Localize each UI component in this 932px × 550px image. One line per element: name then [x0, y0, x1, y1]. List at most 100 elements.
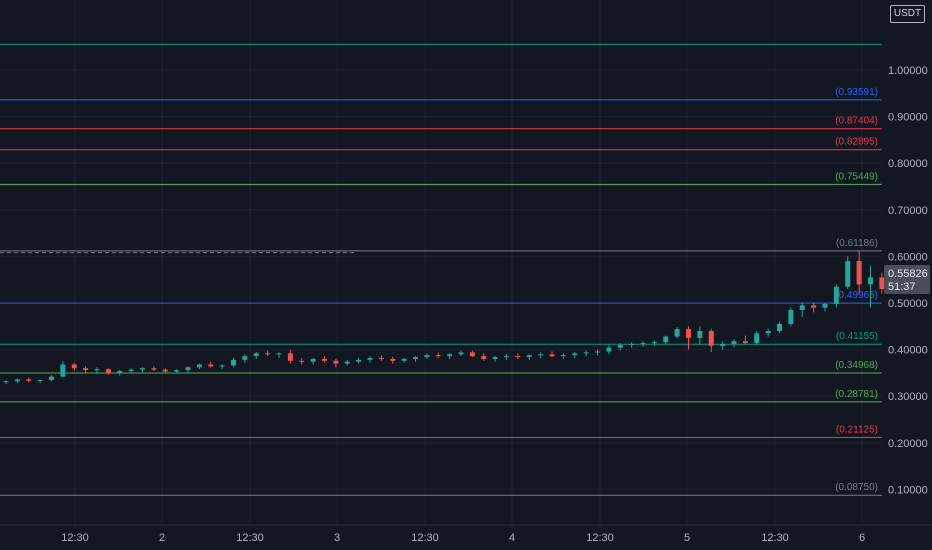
level-label: (0.41155) [836, 331, 878, 342]
candle-up [663, 336, 669, 343]
candle-down [265, 353, 271, 355]
candle-down [378, 357, 384, 359]
candle-up [219, 365, 225, 367]
candle-up [367, 357, 373, 360]
candle-up [253, 353, 259, 357]
x-tick-label: 12:30 [586, 532, 614, 544]
bar-countdown: 51:37 [888, 281, 916, 293]
candle-down [299, 360, 305, 362]
level-label: (0.21125) [836, 425, 878, 436]
candle-down [71, 364, 77, 369]
candle-down [333, 360, 339, 364]
x-tick-label: 3 [334, 532, 340, 544]
candle-up [788, 309, 794, 324]
candle-up [94, 369, 100, 371]
y-tick-label: 0.90000 [888, 112, 928, 124]
candle-down [208, 364, 214, 367]
level-label: (0.34968) [835, 360, 878, 371]
candle-up [504, 356, 509, 358]
candle-up [868, 277, 873, 285]
candle-down [549, 354, 555, 357]
candle-down [879, 277, 885, 290]
candle-down [742, 341, 748, 344]
candle-up [526, 355, 532, 358]
x-tick-label: 2 [159, 532, 165, 544]
candle-down [105, 369, 111, 373]
level-label: (0.75449) [835, 171, 878, 182]
candle-up [447, 354, 453, 357]
candle-up [822, 303, 828, 308]
time-axis[interactable]: 12:30 2 12:30 3 12:30 4 12:30 5 12:30 6 [0, 524, 932, 550]
candle-up [242, 356, 248, 360]
candle-up [231, 359, 236, 366]
x-tick-label: 12:30 [761, 532, 789, 544]
candle-down [26, 379, 32, 381]
candle-down [162, 369, 168, 372]
candle-down [390, 358, 396, 361]
candle-up [720, 344, 726, 346]
x-tick-label: 6 [859, 532, 865, 544]
candle-up [174, 370, 180, 372]
candle-up [196, 364, 202, 368]
level-label: (0.28781) [835, 389, 878, 400]
candle-up [845, 261, 851, 287]
y-tick-label: 0.50000 [888, 298, 928, 310]
candle-down [811, 305, 817, 308]
y-tick-label: 0.10000 [888, 484, 928, 496]
y-tick-label: 0.30000 [888, 391, 928, 403]
y-tick-label: 0.80000 [888, 158, 928, 170]
y-tick-label: 0.40000 [888, 345, 928, 357]
candle-up [3, 381, 9, 383]
candle-up [731, 341, 737, 345]
candle-up [606, 347, 612, 352]
candle-down [515, 356, 521, 358]
candle-up [595, 351, 600, 353]
candle-up [276, 353, 282, 355]
candle-up [310, 358, 316, 362]
candle-up [424, 355, 430, 358]
candle-up [37, 379, 43, 381]
current-price-value: 0.55826 [888, 268, 928, 280]
candle-up [754, 333, 760, 344]
candle-up [697, 330, 703, 338]
candle-up [14, 379, 20, 382]
x-tick-label: 12:30 [236, 532, 264, 544]
candle-up [49, 376, 54, 380]
candle-down [686, 329, 691, 338]
candle-up [651, 342, 657, 344]
candle-up [117, 371, 123, 373]
candle-down [856, 261, 862, 285]
candle-down [708, 330, 714, 346]
candle-up [560, 355, 566, 357]
x-tick-label: 12:30 [411, 532, 439, 544]
y-tick-label: 0.60000 [888, 251, 928, 263]
candle-up [413, 357, 418, 359]
candle-up [185, 367, 191, 371]
level-label: (0.82895) [835, 137, 878, 148]
candle-up [60, 364, 66, 377]
candle-up [356, 359, 362, 362]
level-label: (0.49965) [835, 290, 878, 301]
y-tick-label: 1.00000 [888, 65, 928, 77]
candle-up [765, 330, 771, 334]
candle-up [833, 286, 839, 304]
x-tick-label: 5 [684, 532, 690, 544]
candle-up [401, 358, 407, 361]
candle-down [481, 356, 487, 359]
currency-badge[interactable]: USDT [890, 5, 925, 23]
candle-down [83, 368, 89, 371]
x-tick-label: 4 [509, 532, 515, 544]
candle-down [322, 358, 327, 361]
candle-down [435, 355, 441, 357]
horizontal-levels[interactable]: (0.93591) (0.87404) (0.82895) (0.75449) (0.6… [0, 43, 882, 496]
candle-up [140, 368, 145, 370]
current-price-label: 0.55826 51:37 [884, 265, 930, 294]
level-label: (0.08750) [835, 482, 878, 493]
x-tick-label: 12:30 [61, 532, 89, 544]
level-label: (0.87404) [835, 116, 878, 127]
candle-up [777, 323, 782, 331]
candle-up [583, 352, 589, 354]
candle-up [344, 361, 350, 364]
